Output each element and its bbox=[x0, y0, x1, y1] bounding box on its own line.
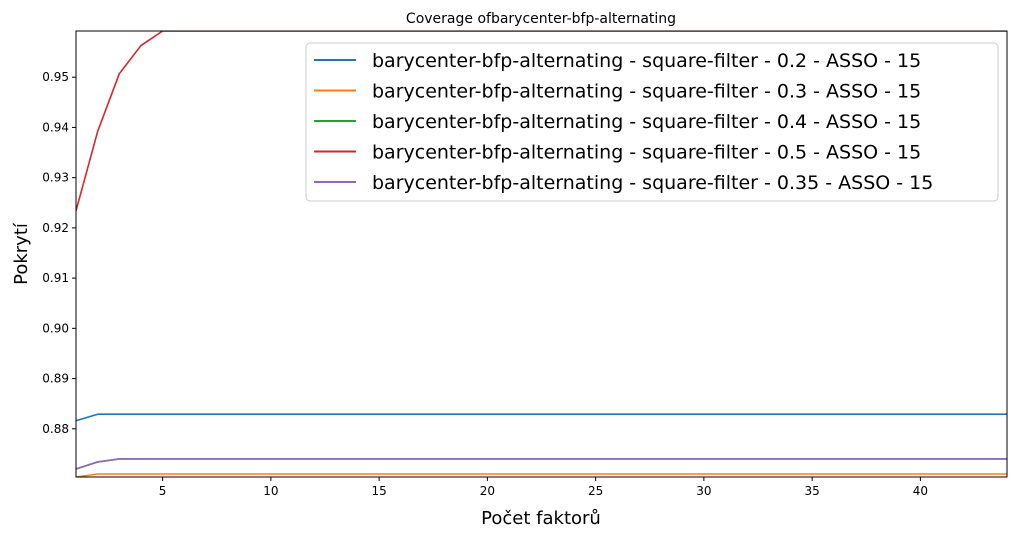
x-axis-ticks: 5 10 15 20 25 30 35 40 bbox=[159, 477, 928, 498]
legend-box bbox=[305, 42, 999, 202]
y-tick-label: 0.91 bbox=[42, 271, 69, 285]
legend: barycenter-bfp-alternating - square-filt… bbox=[305, 42, 999, 202]
x-tick-label: 30 bbox=[696, 484, 711, 498]
y-tick-label: 0.89 bbox=[42, 372, 69, 386]
legend-entry: barycenter-bfp-alternating - square-filt… bbox=[372, 142, 921, 164]
plot-area bbox=[75, 30, 1008, 478]
chart-title: Coverage ofbarycenter-bfp-alternating bbox=[406, 11, 676, 27]
legend-entry: barycenter-bfp-alternating - square-filt… bbox=[372, 111, 921, 133]
series-line-5 bbox=[76, 458, 1007, 470]
y-tick-label: 0.92 bbox=[42, 221, 69, 235]
y-tick-label: 0.94 bbox=[42, 120, 69, 134]
x-tick-label: 5 bbox=[159, 484, 167, 498]
y-tick-label: 0.95 bbox=[42, 70, 69, 84]
x-tick-label: 20 bbox=[480, 484, 495, 498]
x-tick-label: 40 bbox=[913, 484, 928, 498]
x-axis-label: Počet faktorů bbox=[481, 508, 601, 529]
y-tick-label: 0.88 bbox=[42, 422, 69, 436]
x-tick-label: 10 bbox=[263, 484, 278, 498]
series-line-2 bbox=[76, 473, 1007, 477]
y-axis-ticks: 0.88 0.89 0.90 0.91 0.92 0.93 0.94 0.95 bbox=[42, 70, 76, 436]
y-axis-label: Pokrytí bbox=[11, 222, 32, 285]
y-tick-label: 0.90 bbox=[42, 321, 69, 335]
plot-frame bbox=[75, 30, 1008, 478]
series-line-1 bbox=[76, 413, 1007, 422]
legend-entry: barycenter-bfp-alternating - square-filt… bbox=[372, 172, 933, 194]
y-tick-label: 0.93 bbox=[42, 171, 69, 185]
x-tick-label: 25 bbox=[588, 484, 603, 498]
legend-entry: barycenter-bfp-alternating - square-filt… bbox=[372, 81, 921, 103]
series-line-4 bbox=[76, 31, 1007, 212]
x-tick-label: 15 bbox=[371, 484, 386, 498]
x-tick-label: 35 bbox=[804, 484, 819, 498]
legend-entry: barycenter-bfp-alternating - square-filt… bbox=[372, 50, 921, 72]
series-line-3 bbox=[76, 458, 1007, 470]
